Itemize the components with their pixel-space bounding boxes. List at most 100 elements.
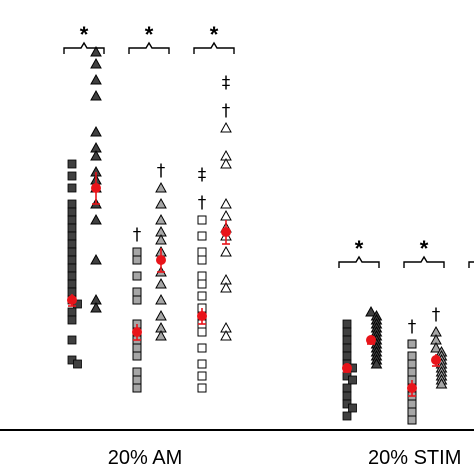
- data-point-square: [67, 231, 77, 241]
- x-tick-label-stim: 20% STIM: [368, 447, 461, 469]
- data-point-triangle: [220, 121, 232, 133]
- data-point-square: [407, 415, 417, 425]
- mean-marker: [67, 295, 77, 305]
- mean-marker: [156, 255, 166, 265]
- x-tick-label-am: 20% AM: [108, 447, 182, 469]
- data-point-square: [67, 263, 77, 273]
- dagger-mark: †: [198, 193, 207, 213]
- data-point-triangle: [90, 301, 102, 313]
- data-point-square: [67, 255, 77, 265]
- data-point-square: [67, 335, 77, 345]
- data-point-triangle: [365, 305, 377, 317]
- data-point-square: [132, 351, 142, 361]
- data-point-square: [197, 383, 207, 393]
- data-point-square: [132, 367, 142, 377]
- data-point-square: [67, 239, 77, 249]
- data-point-triangle: [155, 293, 167, 305]
- data-point-square: [407, 359, 417, 369]
- data-point-square: [197, 279, 207, 289]
- mean-marker: [91, 183, 101, 193]
- data-point-triangle: [370, 357, 383, 369]
- mean-marker: [342, 363, 352, 373]
- significance-star: *: [210, 22, 219, 47]
- significance-star: *: [145, 22, 154, 47]
- data-point-square: [342, 319, 352, 329]
- data-point-square: [197, 291, 207, 301]
- data-point-triangle: [220, 329, 232, 341]
- data-point-triangle: [90, 57, 102, 69]
- data-point-triangle: [90, 73, 102, 85]
- mean-marker: [197, 311, 207, 321]
- data-point-triangle: [90, 253, 102, 265]
- data-point-triangle: [90, 125, 102, 137]
- data-point-triangle: [90, 149, 102, 161]
- significance-bracket: [468, 261, 474, 268]
- data-point-triangle: [220, 197, 232, 209]
- data-point-square: [132, 271, 142, 281]
- dagger-mark: †: [133, 225, 142, 245]
- data-point-square: [67, 207, 77, 217]
- data-point-triangle: [90, 89, 102, 101]
- mean-marker: [431, 355, 441, 365]
- data-point-square: [132, 343, 142, 353]
- data-point-square: [197, 343, 207, 353]
- data-point-square: [342, 327, 352, 337]
- data-point-square: [197, 247, 207, 257]
- data-point-square: [67, 183, 77, 193]
- dagger-mark: †: [157, 161, 166, 181]
- significance-star: *: [420, 236, 429, 261]
- data-point-square: [348, 403, 357, 413]
- data-point-triangle: [155, 277, 167, 289]
- data-point-square: [132, 247, 142, 257]
- data-point-triangle: [90, 213, 102, 225]
- data-point-square: [407, 351, 417, 361]
- double-dagger-mark: ‡: [198, 165, 207, 185]
- data-point-triangle: [435, 377, 448, 389]
- dagger-mark: †: [222, 101, 231, 121]
- data-point-triangle: [220, 245, 232, 257]
- data-point-square: [132, 295, 142, 305]
- double-dagger-mark: ‡: [222, 73, 231, 93]
- data-point-square: [67, 271, 77, 281]
- data-point-square: [197, 371, 207, 381]
- data-point-square: [67, 279, 77, 289]
- mean-marker: [132, 327, 142, 337]
- data-point-square: [197, 359, 207, 369]
- data-point-square: [67, 223, 77, 233]
- data-point-square: [132, 255, 142, 265]
- data-point-square: [342, 391, 352, 401]
- data-point-triangle: [220, 281, 232, 293]
- data-point-triangle: [155, 181, 167, 193]
- data-point-square: [67, 307, 77, 317]
- mean-marker: [221, 227, 231, 237]
- significance-bracket: [338, 255, 380, 268]
- data-point-square: [67, 159, 77, 169]
- data-point-square: [67, 215, 77, 225]
- data-point-square: [197, 231, 207, 241]
- data-point-triangle: [155, 213, 167, 225]
- significance-star: *: [355, 236, 364, 261]
- data-point-square: [197, 215, 207, 225]
- data-point-triangle: [155, 309, 167, 321]
- data-point-triangle: [90, 45, 102, 57]
- data-point-square: [407, 399, 417, 409]
- significance-bracket: [193, 41, 235, 54]
- data-point-triangle: [220, 157, 232, 169]
- data-point-triangle: [155, 197, 167, 209]
- data-point-square: [197, 271, 207, 281]
- data-point-square: [73, 359, 82, 369]
- data-point-square: [342, 383, 352, 393]
- data-point-square: [342, 335, 352, 345]
- dagger-mark: †: [432, 305, 441, 325]
- significance-bracket: [128, 41, 170, 54]
- data-point-square: [67, 315, 77, 325]
- data-point-square: [67, 199, 77, 209]
- data-marks: † † ‡ † ‡ † † † * * * * *: [63, 22, 474, 425]
- mean-marker: [366, 335, 376, 345]
- data-point-square: [407, 407, 417, 417]
- data-point-square: [132, 287, 142, 297]
- mean-marker: [407, 383, 417, 393]
- data-point-square: [132, 383, 142, 393]
- data-point-square: [197, 327, 207, 337]
